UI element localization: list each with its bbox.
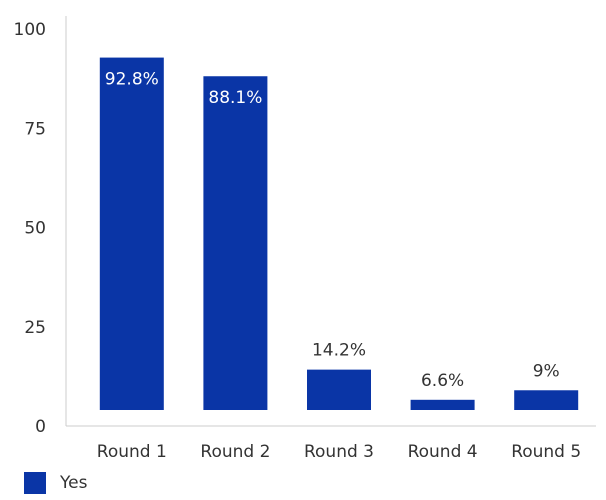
x-tick-label: Round 5 [511, 442, 581, 460]
data-label: 14.2% [312, 341, 366, 361]
legend: Yes [24, 472, 87, 494]
data-labels: 92.8% 88.1% 14.2% 6.6% 9% [105, 70, 560, 391]
x-tick-label: Round 3 [304, 442, 374, 460]
x-tick-label: Round 1 [97, 442, 167, 460]
legend-label-yes: Yes [60, 473, 88, 493]
x-tick-label: Round 2 [200, 442, 270, 460]
y-tick-label: 25 [24, 318, 46, 338]
bar [514, 390, 579, 410]
bar [99, 57, 164, 411]
data-label: 9% [533, 361, 560, 381]
legend-swatch-yes [24, 472, 46, 494]
bar [307, 369, 371, 410]
bar [410, 399, 475, 410]
data-label: 88.1% [208, 88, 262, 108]
x-tick-label: Round 4 [408, 442, 478, 460]
data-label: 6.6% [421, 371, 464, 391]
chart-axes [65, 16, 596, 427]
x-axis-ticks: Round 1 Round 2 Round 3 Round 4 Round 5 [97, 442, 581, 460]
bar [203, 76, 268, 411]
bars [99, 57, 579, 411]
y-axis-ticks: 0 25 50 75 100 [14, 20, 46, 437]
data-label: 92.8% [105, 70, 159, 90]
y-tick-label: 75 [24, 119, 46, 139]
y-tick-label: 0 [35, 417, 46, 437]
y-tick-label: 100 [14, 20, 46, 40]
y-tick-label: 50 [24, 219, 46, 239]
